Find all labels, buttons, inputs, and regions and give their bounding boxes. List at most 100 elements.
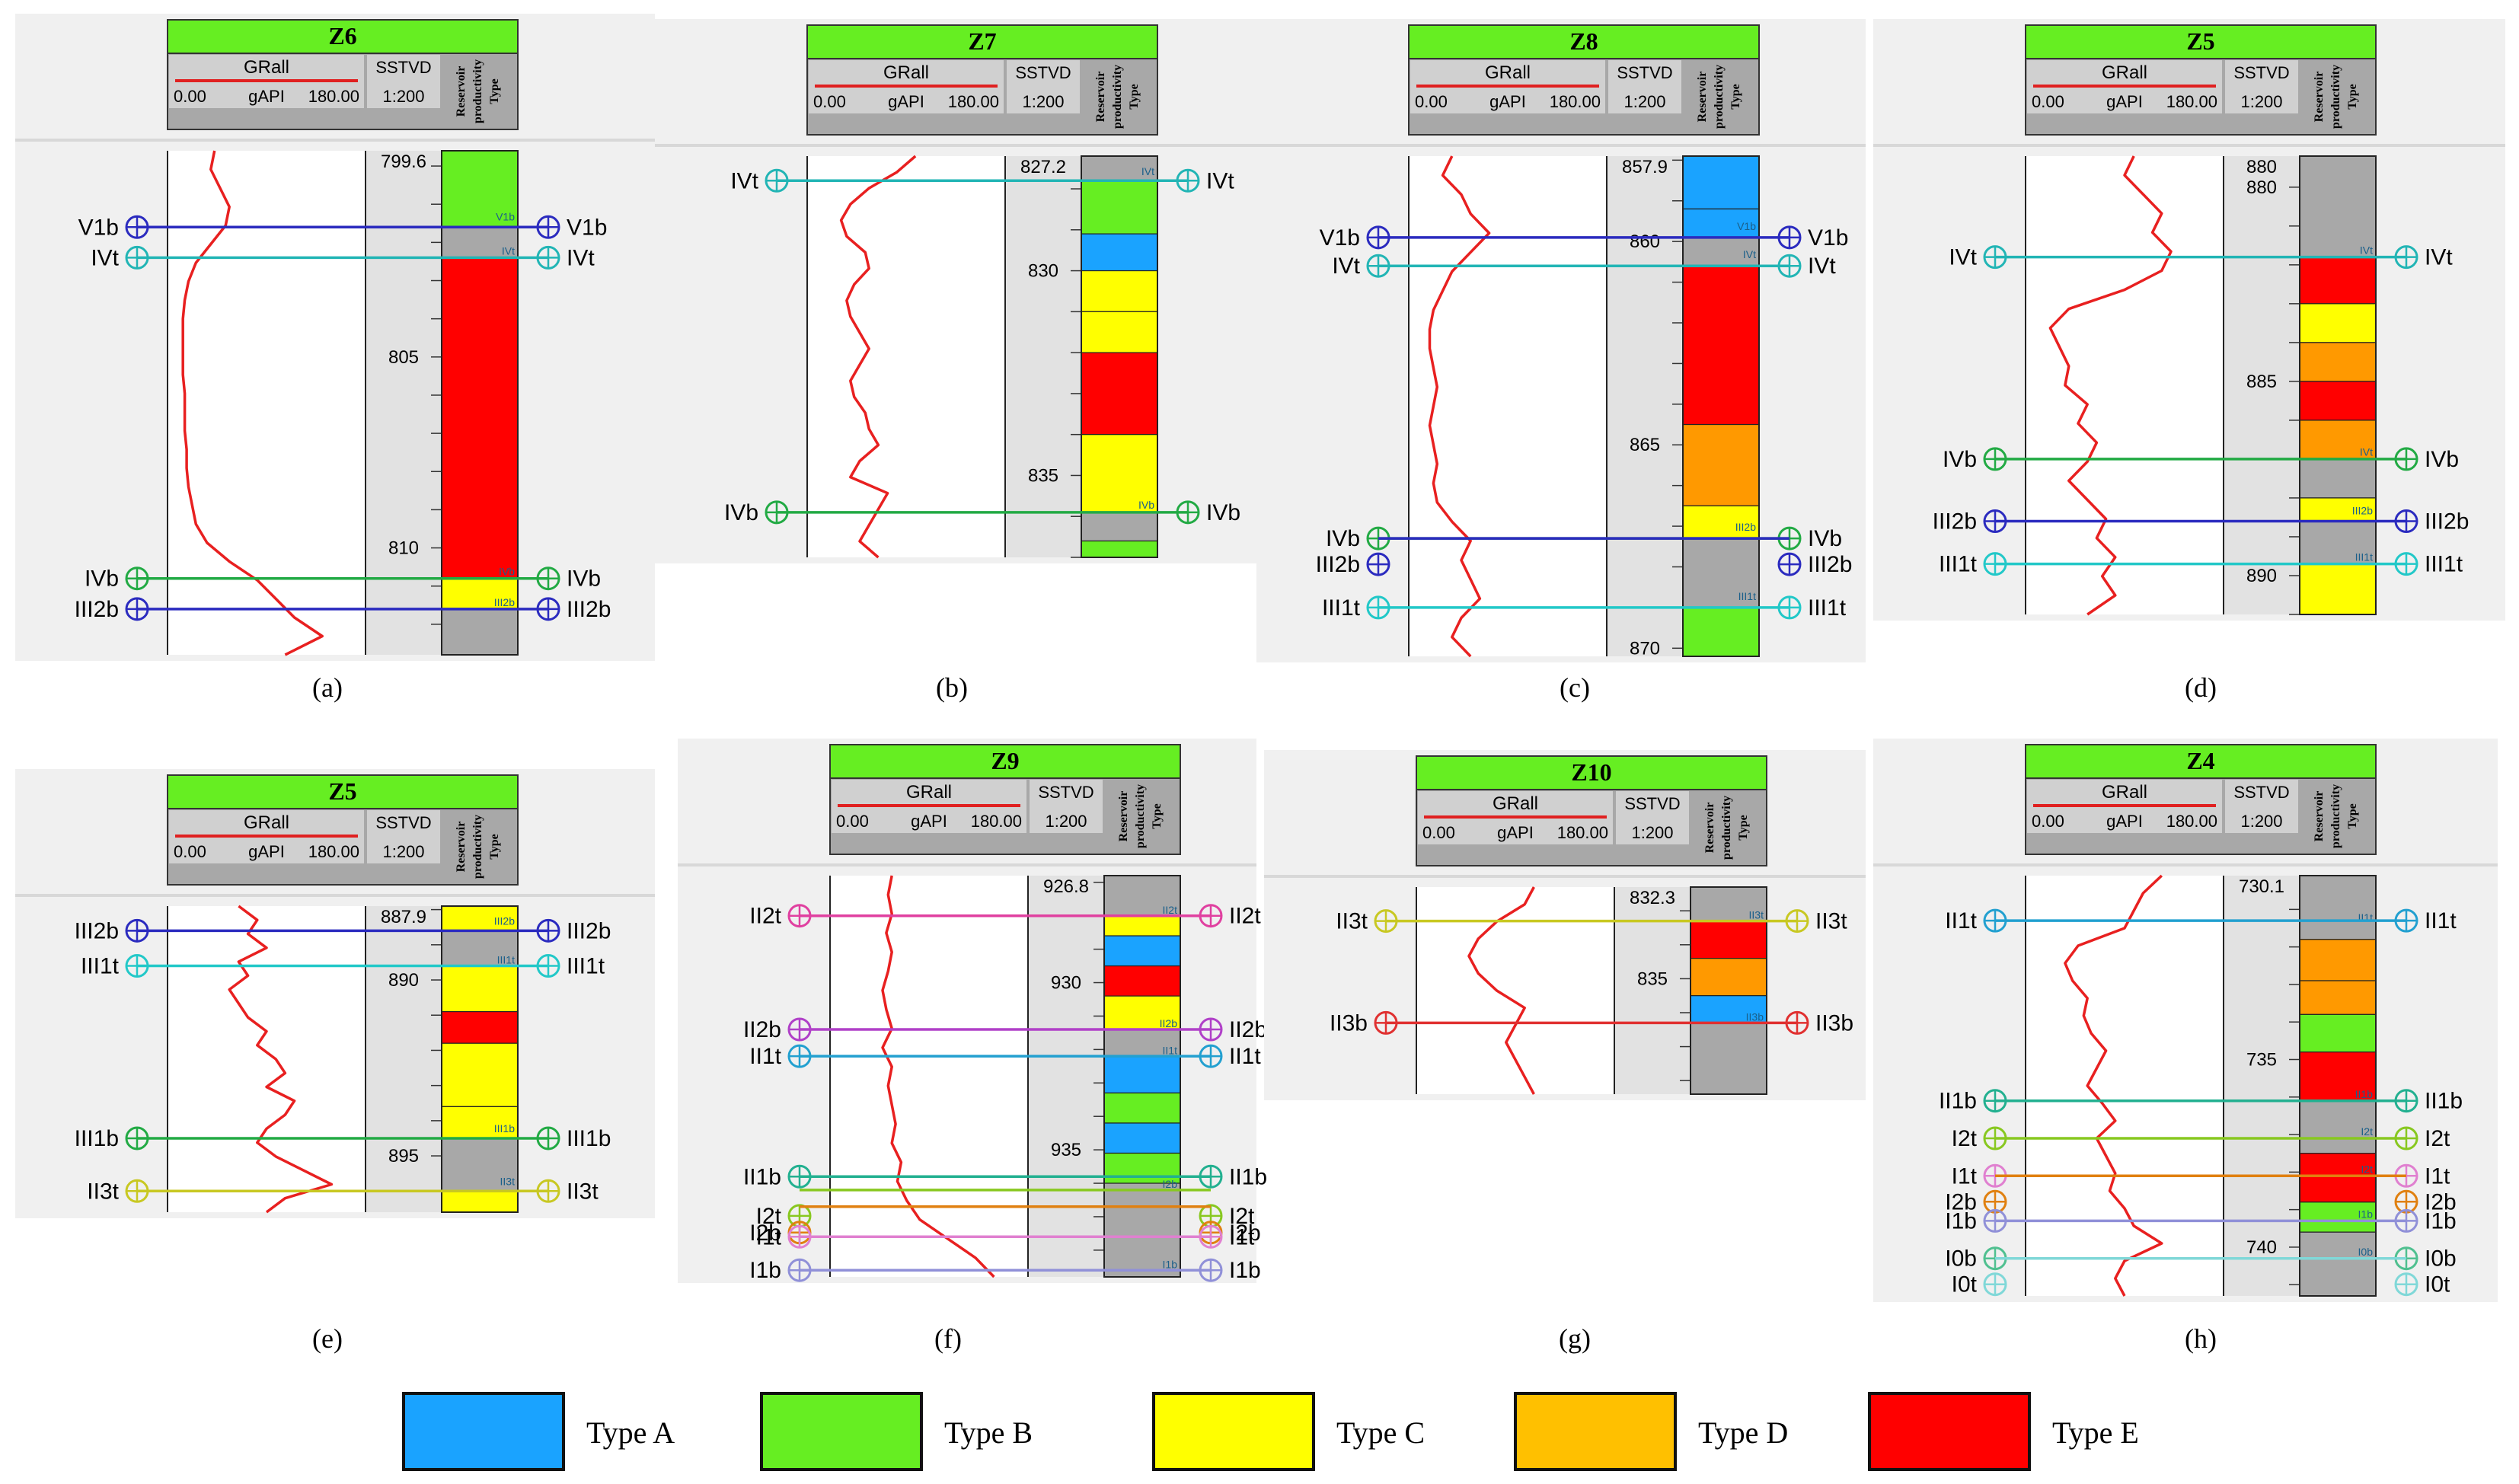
depth-tick-label: 865 — [1630, 435, 1660, 455]
marker-label: I1b — [1229, 1258, 1261, 1283]
type-interval-A — [1103, 1055, 1181, 1094]
type-track-border — [1682, 155, 1760, 657]
marker-label: II3t — [87, 1179, 119, 1204]
marker-label: IVb — [1943, 447, 1977, 472]
depth-tick-label: 830 — [1028, 261, 1058, 282]
marker-label: II2t — [1229, 904, 1261, 929]
zone-label: V1b — [1737, 220, 1756, 232]
zone-label: II1t — [1163, 1044, 1178, 1056]
curve-track — [830, 876, 1028, 1277]
marker-label: II3b — [1330, 1010, 1368, 1036]
depth-header-cell — [2225, 60, 2298, 113]
marker-label: I2b — [1229, 1221, 1261, 1246]
scale-min: 0.00 — [813, 92, 846, 111]
type-interval-gap — [441, 1138, 519, 1192]
type-column-label: Type — [1128, 84, 1141, 109]
type-interval-C — [1103, 995, 1181, 1030]
type-column-label: productivity — [471, 815, 484, 879]
depth-track — [1028, 876, 1104, 1277]
top-depth-label: 832.3 — [1630, 888, 1675, 908]
type-track-border — [2299, 875, 2377, 1297]
type-interval-D — [2299, 939, 2377, 981]
depth-tick-label: 870 — [1630, 638, 1660, 659]
legend-label: Type B — [944, 1415, 1033, 1450]
marker-label: I1b — [1945, 1208, 1977, 1233]
scale-unit: gAPI — [248, 842, 285, 861]
type-interval-C — [1103, 915, 1181, 937]
zone-label: III2b — [2352, 504, 2373, 516]
depth-tick-label: 885 — [2246, 372, 2277, 392]
scale-max: 180.00 — [308, 87, 359, 106]
type-interval-E — [2299, 257, 2377, 305]
type-interval-gap — [441, 608, 519, 656]
type-column-label: productivity — [471, 59, 484, 123]
depth-label: SSTVD — [2233, 63, 2289, 82]
marker-label: I1b — [2425, 1208, 2457, 1233]
marker-label: II2b — [743, 1017, 781, 1042]
depth-header-cell — [1007, 60, 1080, 113]
type-track-border — [2299, 155, 2377, 615]
type-interval-B — [2299, 1013, 2377, 1053]
marker-label: IVt — [91, 245, 119, 270]
scale-max: 180.00 — [971, 812, 1022, 831]
type-column-label: productivity — [1111, 65, 1124, 129]
scale-min: 0.00 — [2032, 812, 2064, 831]
depth-label: SSTVD — [1038, 783, 1093, 802]
panel-caption: (b) — [936, 672, 968, 703]
well-name: Z6 — [328, 22, 356, 49]
depth-label: SSTVD — [375, 813, 431, 832]
zone-label: I1b — [1163, 1258, 1178, 1270]
type-track-border — [1103, 875, 1181, 1278]
marker-label: I2b — [1945, 1189, 1977, 1214]
gr-curve — [839, 155, 917, 559]
type-interval-E — [441, 1011, 519, 1044]
well-panel-g: Z10 GRall 0.00 gAPI 180.00 SSTVD 1:200 Reservoi… — [1264, 750, 1866, 1354]
marker-label: III2b — [2425, 509, 2469, 535]
type-interval-E — [1682, 265, 1760, 426]
marker-label: III1b — [567, 1126, 611, 1151]
type-column-label: Type — [1151, 803, 1164, 828]
type-interval-gap — [2299, 1231, 2377, 1297]
type-interval-B — [1103, 1152, 1181, 1184]
type-interval-E — [2299, 381, 2377, 421]
depth-scale: 1:200 — [2240, 92, 2282, 111]
well-title-bar — [1416, 755, 1767, 790]
type-interval-A — [1103, 935, 1181, 967]
zone-label: IVb — [1138, 499, 1154, 511]
type-interval-C — [1081, 311, 1158, 353]
depth-tick-label: 835 — [1637, 969, 1668, 989]
depth-label: SSTVD — [2233, 783, 2289, 802]
scale-unit: gAPI — [888, 92, 924, 111]
gr-curve — [228, 905, 334, 1214]
gr-curve — [881, 875, 995, 1278]
depth-header-cell — [1616, 791, 1689, 844]
depth-tick-label: 805 — [388, 347, 419, 368]
curve-name: GRall — [1493, 793, 1538, 814]
zone-label: IVt — [2360, 446, 2373, 458]
type-interval-gap — [1682, 538, 1760, 608]
type-interval-D — [1690, 958, 1767, 997]
legend-swatch-B — [760, 1392, 923, 1471]
type-column-label: productivity — [1720, 796, 1733, 860]
marker-label: IVt — [2425, 245, 2453, 270]
type-interval-D — [1682, 423, 1760, 506]
marker-label: I2t — [756, 1204, 782, 1229]
marker-label: IVt — [730, 168, 758, 193]
scale-min: 0.00 — [174, 87, 206, 106]
curve-track — [168, 906, 366, 1212]
marker-label: II3t — [1815, 909, 1847, 934]
depth-tick-label: 735 — [2246, 1050, 2277, 1071]
depth-tick-label: 890 — [388, 970, 419, 991]
marker-label: II1b — [2425, 1089, 2463, 1114]
well-panel-b: Z7 GRall 0.00 gAPI 180.00 SSTVD 1:200 Reservoir… — [655, 19, 1287, 703]
legend-label: Type A — [586, 1415, 675, 1450]
type-column-label: Type — [2346, 803, 2359, 828]
gr-curve — [1428, 155, 1491, 658]
marker-label: V1b — [1808, 225, 1848, 251]
scale-max: 180.00 — [948, 92, 999, 111]
well-name: Z4 — [2186, 747, 2214, 774]
marker-label: I0t — [1952, 1272, 1978, 1297]
zone-label: V1b — [496, 210, 515, 222]
zone-label: III2b — [494, 596, 515, 608]
